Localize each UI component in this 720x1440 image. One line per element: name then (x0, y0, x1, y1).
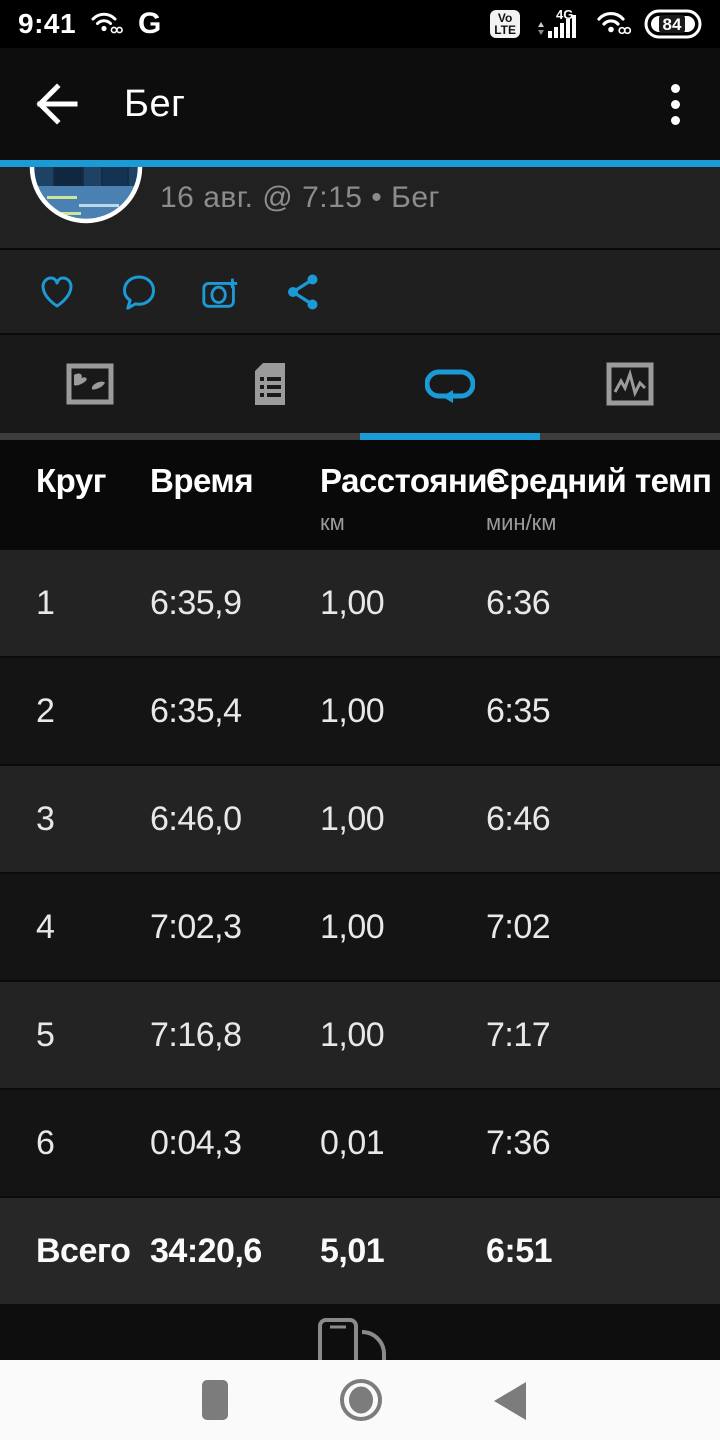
like-heart-icon[interactable] (36, 271, 78, 313)
lap-avg-pace: 6:46 (486, 799, 551, 838)
page-title: Бег (124, 82, 186, 125)
tab-laps[interactable] (360, 335, 540, 433)
lap-avg-pace: 6:36 (486, 583, 551, 622)
active-tab-indicator (360, 433, 540, 440)
activity-tab-bar (0, 335, 720, 433)
lap-avg-pace: 7:17 (486, 1015, 551, 1054)
column-header-avg-pace: Средний темп (486, 462, 712, 499)
lap-distance: 1,00 (320, 691, 385, 730)
lap-distance: 1,00 (320, 583, 385, 622)
table-total-row[interactable]: Всего 34:20,6 5,01 6:51 (0, 1196, 720, 1304)
android-navigation-bar (0, 1360, 720, 1440)
back-arrow-icon[interactable] (34, 81, 80, 127)
column-unit-distance: км (320, 510, 345, 535)
lap-distance: 1,00 (320, 907, 385, 946)
activity-date-line: 16 авг. @ 7:15 • Бег (160, 181, 440, 214)
lap-time: 6:35,4 (150, 691, 242, 730)
add-photo-icon[interactable] (200, 271, 242, 313)
overflow-menu-icon[interactable] (665, 78, 686, 131)
lap-number: 5 (36, 1015, 55, 1054)
table-row[interactable]: 6 0:04,3 0,01 7:36 (0, 1088, 720, 1196)
tab-map[interactable] (0, 335, 180, 433)
wifi-hotspot-icon (90, 9, 124, 40)
nav-home-button[interactable] (339, 1376, 383, 1429)
lap-avg-pace: 7:02 (486, 907, 551, 946)
battery-icon: 84 (644, 8, 702, 40)
lap-number: 4 (36, 907, 55, 946)
lap-avg-pace: 7:36 (486, 1123, 551, 1162)
accent-divider (0, 160, 720, 167)
table-row[interactable]: 1 6:35,9 1,00 6:36 (0, 548, 720, 656)
lap-number: 1 (36, 583, 55, 622)
lap-number: 2 (36, 691, 55, 730)
cellular-signal-icon: 4G (532, 7, 584, 41)
app-bar: Бег (0, 48, 720, 160)
divider (0, 333, 720, 335)
lap-time: 0:04,3 (150, 1123, 242, 1162)
svg-text:4G: 4G (556, 7, 573, 22)
total-time: 34:20,6 (150, 1231, 262, 1270)
laps-table-header: Круг Время Расстояние км Средний темп ми… (0, 440, 720, 548)
table-row[interactable]: 3 6:46,0 1,00 6:46 (0, 764, 720, 872)
total-label: Всего (36, 1231, 131, 1270)
lap-number: 3 (36, 799, 55, 838)
lap-time: 7:02,3 (150, 907, 242, 946)
nav-back-button[interactable] (494, 1382, 526, 1425)
column-header-lap: Круг (36, 462, 106, 499)
table-row[interactable]: 5 7:16,8 1,00 7:17 (0, 980, 720, 1088)
volte-badge: Vo LTE (490, 10, 520, 38)
lap-avg-pace: 6:35 (486, 691, 551, 730)
table-row[interactable]: 2 6:35,4 1,00 6:35 (0, 656, 720, 764)
bottom-strip (0, 1304, 720, 1360)
wifi-icon (596, 8, 632, 41)
lap-distance: 0,01 (320, 1123, 385, 1162)
table-row[interactable]: 4 7:02,3 1,00 7:02 (0, 872, 720, 980)
tab-charts[interactable] (540, 335, 720, 433)
tab-stats[interactable] (180, 335, 360, 433)
social-action-bar (0, 250, 720, 333)
google-app-icon: G (138, 7, 162, 40)
lap-distance: 1,00 (320, 799, 385, 838)
clock: 9:41 (18, 8, 77, 39)
lap-time: 7:16,8 (150, 1015, 242, 1054)
column-header-time: Время (150, 462, 254, 499)
lap-time: 6:35,9 (150, 583, 242, 622)
nav-recents-button[interactable] (202, 1380, 228, 1425)
divider (0, 248, 720, 250)
tab-indicator-track (0, 433, 720, 440)
comment-icon[interactable] (118, 271, 160, 313)
column-header-distance: Расстояние (320, 462, 505, 499)
activity-summary-header[interactable]: 16 авг. @ 7:15 • Бег (0, 110, 720, 248)
status-bar: 9:41 G Vo LTE 4G (0, 0, 720, 48)
total-distance: 5,01 (320, 1231, 385, 1270)
total-avg-pace: 6:51 (486, 1231, 553, 1270)
lap-distance: 1,00 (320, 1015, 385, 1054)
lap-time: 6:46,0 (150, 799, 242, 838)
column-unit-avg-pace: мин/км (486, 510, 557, 535)
lap-number: 6 (36, 1123, 55, 1162)
rotate-device-icon[interactable] (312, 1318, 408, 1360)
svg-text:84: 84 (663, 15, 682, 34)
share-icon[interactable] (282, 271, 324, 313)
